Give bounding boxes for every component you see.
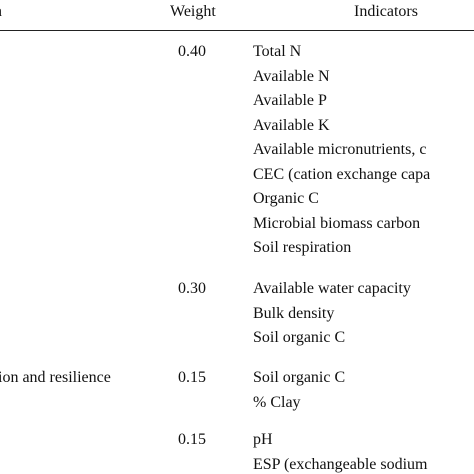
indicator-item: Available water capacity xyxy=(253,280,411,297)
row-weight: 0.30 xyxy=(178,280,206,297)
indicator-item: Total N xyxy=(253,43,302,60)
indicator-item: Soil organic C xyxy=(253,329,346,346)
row-function: ion and resilience xyxy=(0,369,111,386)
indicator-item: pH xyxy=(253,431,273,448)
indicator-list: Soil organic C % Clay xyxy=(253,366,345,415)
indicator-item: Available P xyxy=(253,92,327,109)
indicator-item: CEC (cation exchange capa xyxy=(253,165,431,183)
indicator-item: Organic C xyxy=(253,190,319,207)
indicator-item: Bulk density xyxy=(253,304,335,322)
indicator-item: ESP (exchangeable sodium xyxy=(253,455,428,473)
indicator-item: % Clay xyxy=(253,393,301,411)
row-weight: 0.15 xyxy=(178,369,206,386)
indicator-item: Available K xyxy=(253,116,330,134)
header-indicators: Indicators xyxy=(354,3,418,20)
header-function: n xyxy=(0,0,2,24)
header-weight: Weight xyxy=(170,3,216,20)
row-weight: 0.15 xyxy=(178,431,206,448)
indicator-list: pH ESP (exchangeable sodium xyxy=(253,428,427,474)
indicator-item: Available N xyxy=(253,67,330,85)
indicator-item: Soil organic C xyxy=(253,369,346,386)
indicator-item: Microbial biomass carbon xyxy=(253,214,421,232)
indicator-list: Total N Available N Available P Availabl… xyxy=(253,40,430,261)
indicator-item: Available micronutrients, c xyxy=(253,141,427,158)
row-weight: 0.40 xyxy=(178,43,206,60)
indicator-list: Available water capacity Bulk density So… xyxy=(253,277,411,351)
header-rule xyxy=(0,30,474,31)
indicator-item: Soil respiration xyxy=(253,239,352,256)
